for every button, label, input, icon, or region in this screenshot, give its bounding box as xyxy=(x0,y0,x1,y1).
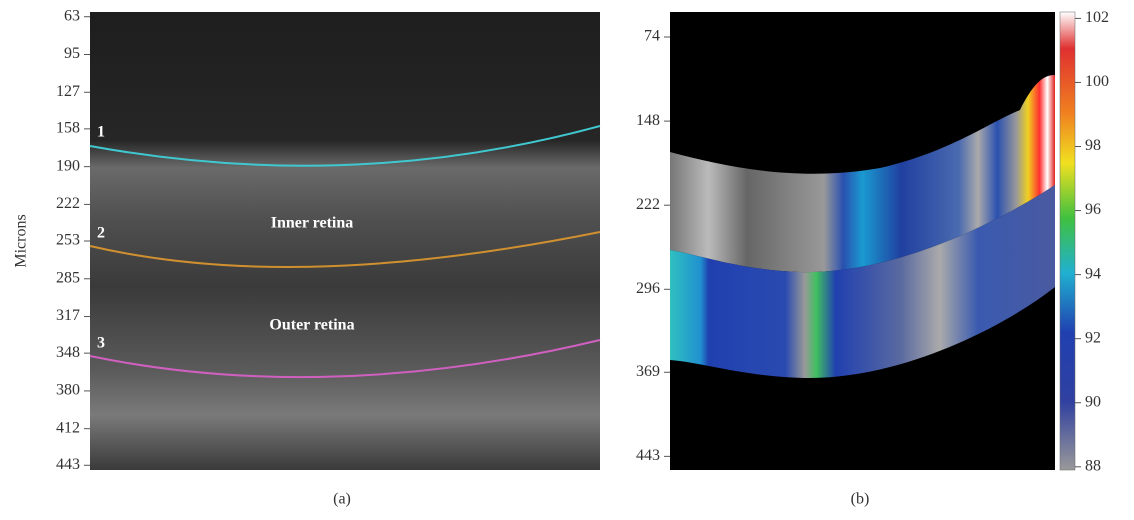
colorbar-tick-label: 98 xyxy=(1085,137,1101,154)
y-tick-label: 74 xyxy=(644,28,660,45)
oct-image xyxy=(90,12,600,470)
y-tick-label: 253 xyxy=(56,232,80,249)
y-tick-label: 95 xyxy=(64,45,80,62)
y-tick-label: 285 xyxy=(56,269,80,286)
y-tick-label: 412 xyxy=(56,419,80,436)
y-tick-label: 222 xyxy=(636,196,660,213)
colorbar-tick-label: 102 xyxy=(1085,9,1109,26)
y-tick-label: 380 xyxy=(56,382,80,399)
colorbar-tick-label: 92 xyxy=(1085,329,1101,346)
y-axis-label: Microns xyxy=(13,214,30,267)
colorbar-tick-label: 100 xyxy=(1085,73,1109,90)
y-tick-label: 348 xyxy=(56,344,80,361)
region-label: Outer retina xyxy=(269,317,354,334)
y-tick-label: 148 xyxy=(636,112,660,129)
colorbar-tick-label: 88 xyxy=(1085,457,1101,474)
caption: (b) xyxy=(851,491,870,508)
y-tick-label: 296 xyxy=(636,280,660,297)
y-tick-label: 443 xyxy=(56,456,80,473)
region-label: Inner retina xyxy=(271,215,354,232)
colorbar-tick-label: 94 xyxy=(1085,265,1101,282)
figure: Microns 1 2 3 Inner retina Outer retina … xyxy=(0,0,1134,520)
y-tick-label: 222 xyxy=(56,195,80,212)
colorbar-tick-label: 90 xyxy=(1085,393,1101,410)
y-tick-label: 369 xyxy=(636,363,660,380)
y-tick-label: 127 xyxy=(56,83,80,100)
y-tick-label: 158 xyxy=(56,120,80,137)
layer-number: 2 xyxy=(97,225,105,242)
layer-number: 1 xyxy=(97,124,105,141)
y-tick-label: 190 xyxy=(56,157,80,174)
caption: (a) xyxy=(333,491,351,508)
colorbar xyxy=(1060,12,1075,470)
y-tick-label: 63 xyxy=(64,7,80,24)
y-tick-label: 317 xyxy=(56,307,80,324)
colorbar-tick-label: 96 xyxy=(1085,201,1101,218)
layer-number: 3 xyxy=(97,335,105,352)
y-tick-label: 443 xyxy=(636,447,660,464)
